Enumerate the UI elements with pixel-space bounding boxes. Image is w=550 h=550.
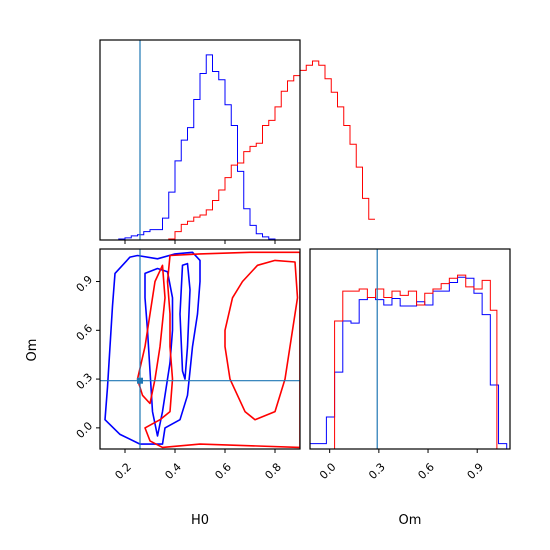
om-vs-h0-contour-panel: 0.2 0.4 0.6 0.8 0.0 0.3 0.6 0.9 [74, 248, 301, 482]
om-y-tick-label: 0.0 [74, 419, 96, 441]
om-y-tick-label: 0.6 [74, 322, 96, 344]
right-panel-frame [309, 248, 511, 450]
main-panel-frame [99, 248, 301, 450]
x-axis-label-h0: H0 [191, 513, 209, 528]
top-panel-frame [99, 39, 301, 241]
om-histogram-series-2 [326, 274, 498, 450]
contour-series-1-level-3 [179, 262, 191, 380]
h0-tick-label: 0.2 [112, 460, 134, 482]
om-histogram-series-1 [309, 276, 508, 449]
y-axis-label-om: Om [25, 339, 40, 362]
contour-series-2-level-2 [224, 259, 299, 421]
om-x-tick-label: 0.6 [415, 460, 437, 482]
h0-tick-label: 0.8 [262, 460, 284, 482]
contour-series-2-level-1 [144, 251, 300, 449]
contour-series-2-level-3 [136, 264, 166, 405]
contour-series-1-level-1 [104, 251, 201, 445]
h0-tick-label: 0.4 [162, 460, 184, 482]
truth-marker [137, 377, 143, 384]
om-x-tick-label: 0.9 [465, 460, 487, 482]
h0-histogram-series-1 [100, 54, 300, 241]
om-x-tick-label: 0.0 [317, 460, 339, 482]
contour-group [104, 251, 300, 449]
h0-histogram-series-2 [100, 60, 375, 241]
om-y-tick-label: 0.9 [74, 273, 96, 295]
x-axis-label-om: Om [399, 513, 422, 528]
om-y-tick-label: 0.3 [74, 371, 96, 393]
h0-tick-label: 0.6 [212, 460, 234, 482]
om-x-tick-label: 0.3 [366, 460, 388, 482]
h0-histogram-panel [99, 39, 375, 244]
om-histogram-panel: 0.0 0.3 0.6 0.9 [309, 248, 511, 482]
